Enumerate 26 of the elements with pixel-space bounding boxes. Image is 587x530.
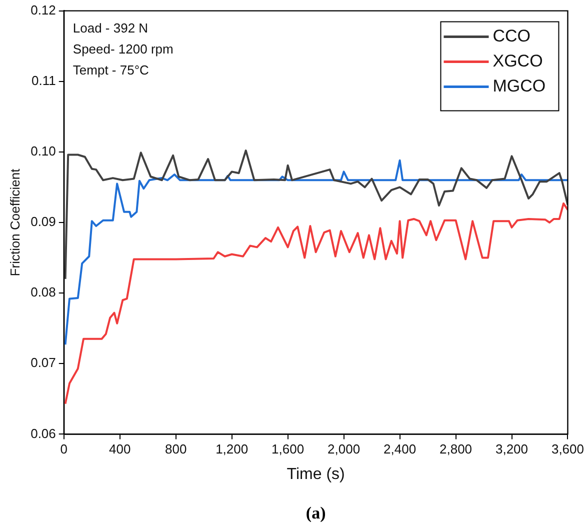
x-tick-label: 1,200	[216, 442, 248, 457]
annotation: Tempt - 75°C	[72, 62, 149, 78]
y-tick-label: 0.07	[30, 355, 56, 370]
x-tick-label: 2,400	[384, 442, 416, 457]
y-tick-label: 0.06	[30, 426, 56, 441]
y-axis-title: Friction Coefficient	[7, 168, 22, 276]
x-tick-label: 1,600	[272, 442, 304, 457]
annotation: Load - 392 N	[72, 20, 148, 36]
y-tick-label: 0.09	[30, 214, 56, 230]
x-tick-label: 3,600	[551, 442, 584, 457]
x-tick-label: 400	[109, 442, 131, 457]
legend-label: MGCO	[492, 76, 546, 96]
y-tick-label: 0.12	[30, 2, 56, 18]
x-tick-label: 2,000	[328, 442, 360, 457]
x-tick-label: 0	[60, 442, 68, 457]
legend-label: XGCO	[492, 51, 543, 70]
x-tick-label: 2,800	[440, 442, 472, 457]
legend-label: CCO	[492, 26, 531, 46]
y-tick-label: 0.11	[32, 72, 56, 88]
y-tick-label: 0.08	[30, 284, 56, 300]
text: (a)	[306, 503, 326, 522]
x-tick-label: 3,200	[495, 442, 528, 457]
x-tick-label: 800	[165, 442, 187, 457]
annotation: Speed- 1200 rpm	[72, 41, 174, 56]
y-tick-label: 0.10	[30, 144, 56, 159]
x-axis-title: Time (s)	[286, 466, 345, 483]
